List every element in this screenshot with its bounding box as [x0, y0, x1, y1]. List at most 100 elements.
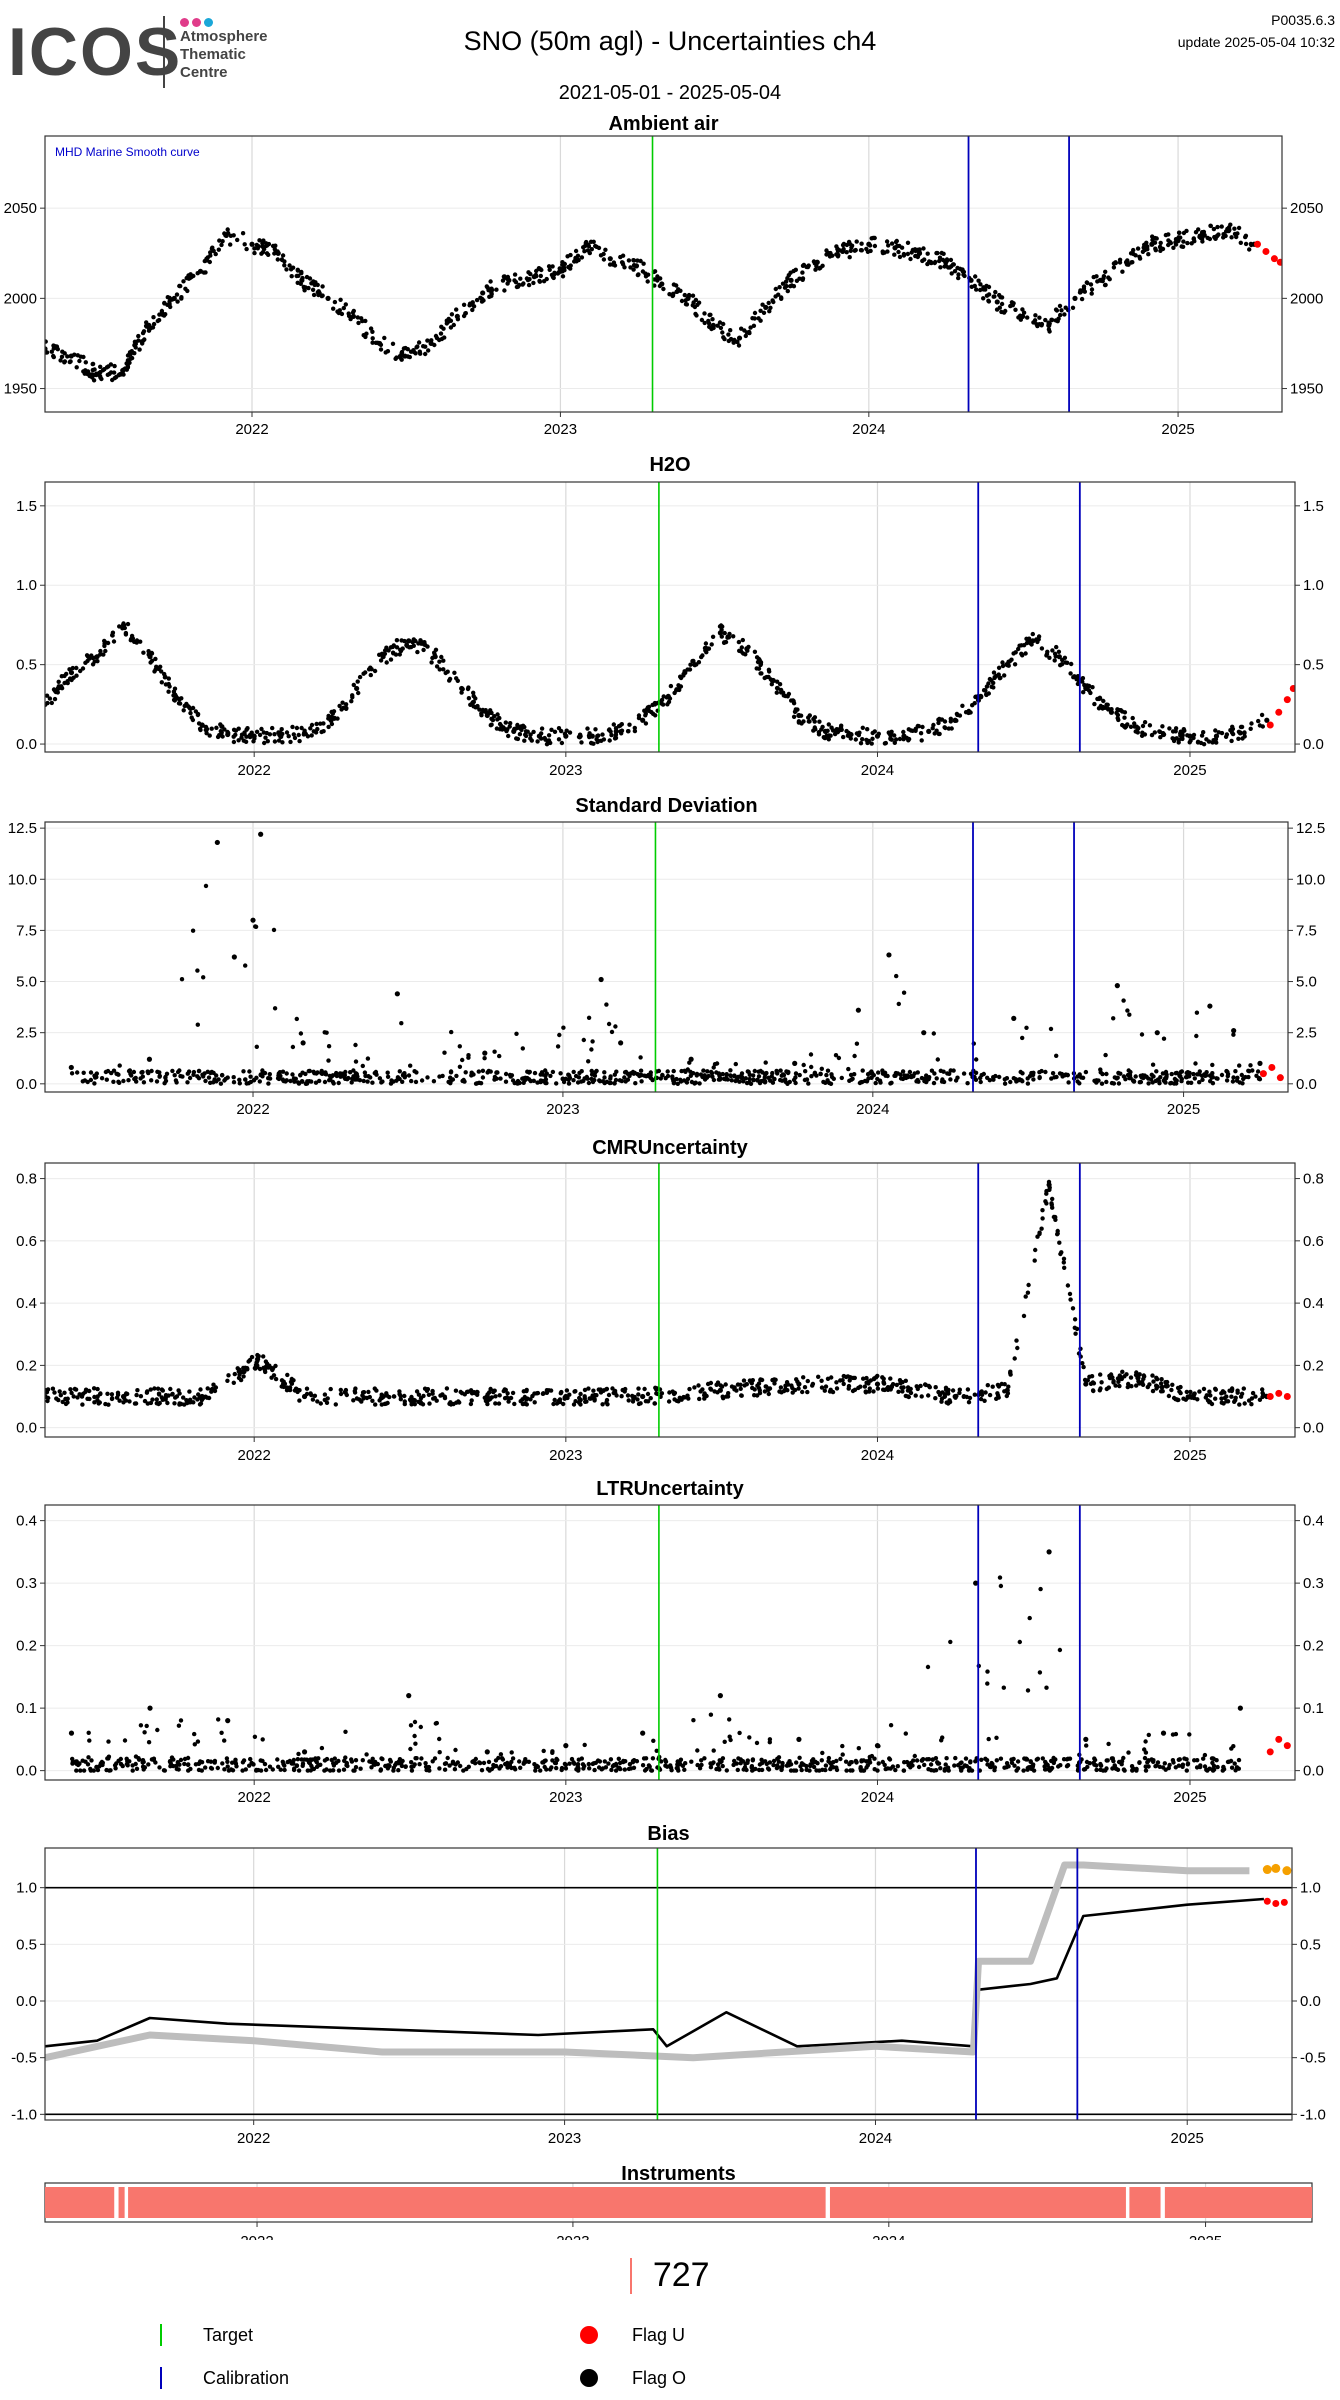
data-point: [611, 1390, 616, 1396]
data-point: [108, 370, 114, 375]
data-point: [209, 246, 215, 251]
data-point: [114, 1395, 120, 1400]
data-point: [1182, 1756, 1187, 1761]
data-point: [933, 259, 938, 265]
data-point: [314, 721, 319, 727]
flag-u-point: [1266, 721, 1274, 729]
data-point: [638, 258, 643, 264]
data-point: [278, 733, 284, 739]
y-tick-label: 2050: [4, 200, 37, 217]
data-point: [390, 341, 396, 346]
data-point: [788, 1768, 794, 1773]
data-point: [607, 256, 613, 262]
data-point: [420, 1402, 426, 1407]
data-point: [801, 1062, 806, 1068]
data-point: [196, 1076, 202, 1081]
data-point: [178, 1718, 184, 1723]
data-point: [688, 662, 693, 667]
data-point: [106, 1739, 111, 1744]
data-point: [1032, 1258, 1037, 1263]
data-point: [397, 1757, 403, 1762]
data-point: [688, 1073, 693, 1079]
data-point: [518, 276, 523, 281]
data-point: [1036, 634, 1042, 639]
data-point: [508, 721, 513, 726]
data-point: [840, 248, 846, 255]
data-point: [1100, 1071, 1105, 1077]
flag-u-point: [1275, 1389, 1283, 1397]
data-point: [185, 1080, 190, 1085]
data-point: [1097, 696, 1103, 701]
data-point: [1056, 649, 1062, 654]
data-point: [92, 1081, 97, 1086]
data-point: [759, 1757, 764, 1763]
data-point: [770, 298, 775, 303]
flag-u-point: [1268, 1063, 1276, 1071]
orange-point: [1271, 1863, 1281, 1873]
data-point: [573, 1073, 579, 1079]
data-point: [994, 1735, 999, 1741]
y-tick-label: 0.2: [1303, 1357, 1324, 1374]
data-point: [594, 1068, 599, 1074]
data-point: [575, 253, 581, 258]
data-point: [361, 1078, 366, 1084]
data-point: [1124, 1372, 1129, 1377]
data-point: [933, 1385, 938, 1390]
data-point: [296, 1768, 302, 1773]
data-point: [887, 1757, 893, 1762]
data-point: [577, 1398, 583, 1404]
data-point: [787, 1759, 792, 1764]
data-point: [450, 1759, 456, 1765]
data-point: [1184, 1768, 1190, 1773]
data-point: [594, 244, 599, 249]
data-point: [179, 296, 184, 301]
data-point: [804, 1077, 810, 1082]
data-point: [949, 271, 954, 276]
data-point: [1142, 732, 1148, 737]
data-point: [159, 310, 165, 316]
data-point: [538, 1072, 543, 1077]
data-point: [1033, 313, 1038, 318]
data-point: [476, 1069, 481, 1074]
data-point: [648, 1070, 653, 1075]
data-point: [1120, 1369, 1125, 1375]
data-point: [600, 1402, 605, 1407]
data-point: [994, 1758, 999, 1763]
data-point: [1025, 1688, 1031, 1693]
data-point: [1031, 1768, 1037, 1773]
data-point: [1063, 305, 1068, 310]
data-point: [993, 289, 998, 295]
data-point: [737, 648, 742, 653]
data-point: [991, 294, 996, 299]
data-point: [609, 732, 614, 738]
y-tick-label: 1.5: [16, 498, 37, 515]
data-point: [958, 1761, 963, 1766]
data-point: [202, 258, 207, 264]
data-point: [449, 1029, 454, 1035]
data-point: [457, 1064, 463, 1070]
data-point: [454, 676, 459, 681]
data-point: [840, 1743, 845, 1749]
data-point: [1160, 731, 1167, 738]
data-point: [343, 302, 348, 307]
data-point: [1123, 724, 1129, 729]
data-point: [806, 1081, 811, 1086]
data-point: [1016, 315, 1021, 320]
data-point: [756, 1381, 762, 1386]
data-point: [1146, 1764, 1151, 1769]
data-point: [248, 1074, 253, 1079]
data-point: [1126, 1750, 1131, 1755]
data-point: [522, 724, 527, 730]
data-point: [68, 359, 73, 364]
data-point: [93, 371, 100, 377]
data-point: [494, 1070, 499, 1075]
data-point: [1043, 317, 1048, 323]
data-point: [1224, 1068, 1229, 1074]
data-point: [731, 1762, 736, 1768]
data-point: [636, 713, 642, 718]
data-point: [982, 1398, 987, 1404]
data-point: [465, 686, 471, 692]
data-point: [1083, 1069, 1089, 1075]
data-point: [332, 715, 337, 721]
data-point: [1002, 1765, 1007, 1770]
